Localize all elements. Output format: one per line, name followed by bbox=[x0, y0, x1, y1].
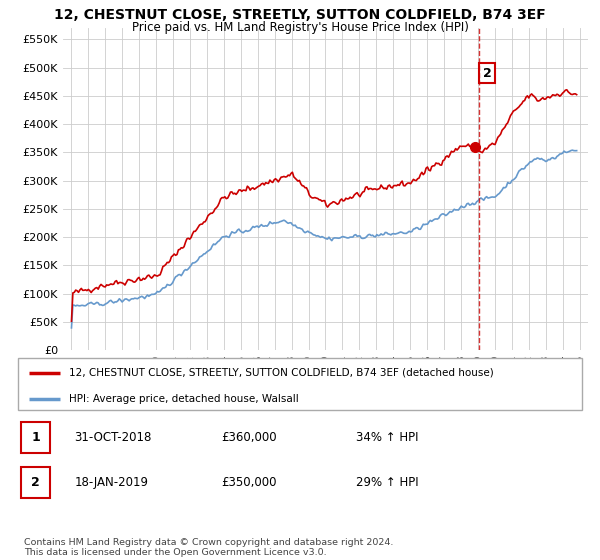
Text: 18-JAN-2019: 18-JAN-2019 bbox=[74, 475, 148, 489]
Text: 12, CHESTNUT CLOSE, STREETLY, SUTTON COLDFIELD, B74 3EF: 12, CHESTNUT CLOSE, STREETLY, SUTTON COL… bbox=[54, 8, 546, 22]
Text: 2: 2 bbox=[31, 475, 40, 489]
Text: 12, CHESTNUT CLOSE, STREETLY, SUTTON COLDFIELD, B74 3EF (detached house): 12, CHESTNUT CLOSE, STREETLY, SUTTON COL… bbox=[69, 368, 494, 378]
Bar bbox=[21, 466, 50, 498]
Bar bbox=[21, 422, 50, 453]
Text: £360,000: £360,000 bbox=[221, 431, 277, 444]
Text: 34% ↑ HPI: 34% ↑ HPI bbox=[356, 431, 419, 444]
Text: 2: 2 bbox=[483, 67, 492, 80]
Text: 1: 1 bbox=[31, 431, 40, 444]
Text: Price paid vs. HM Land Registry's House Price Index (HPI): Price paid vs. HM Land Registry's House … bbox=[131, 21, 469, 34]
Text: 31-OCT-2018: 31-OCT-2018 bbox=[74, 431, 152, 444]
Text: 29% ↑ HPI: 29% ↑ HPI bbox=[356, 475, 419, 489]
Text: HPI: Average price, detached house, Walsall: HPI: Average price, detached house, Wals… bbox=[69, 394, 299, 404]
Text: £350,000: £350,000 bbox=[221, 475, 277, 489]
Text: Contains HM Land Registry data © Crown copyright and database right 2024.
This d: Contains HM Land Registry data © Crown c… bbox=[24, 538, 394, 557]
